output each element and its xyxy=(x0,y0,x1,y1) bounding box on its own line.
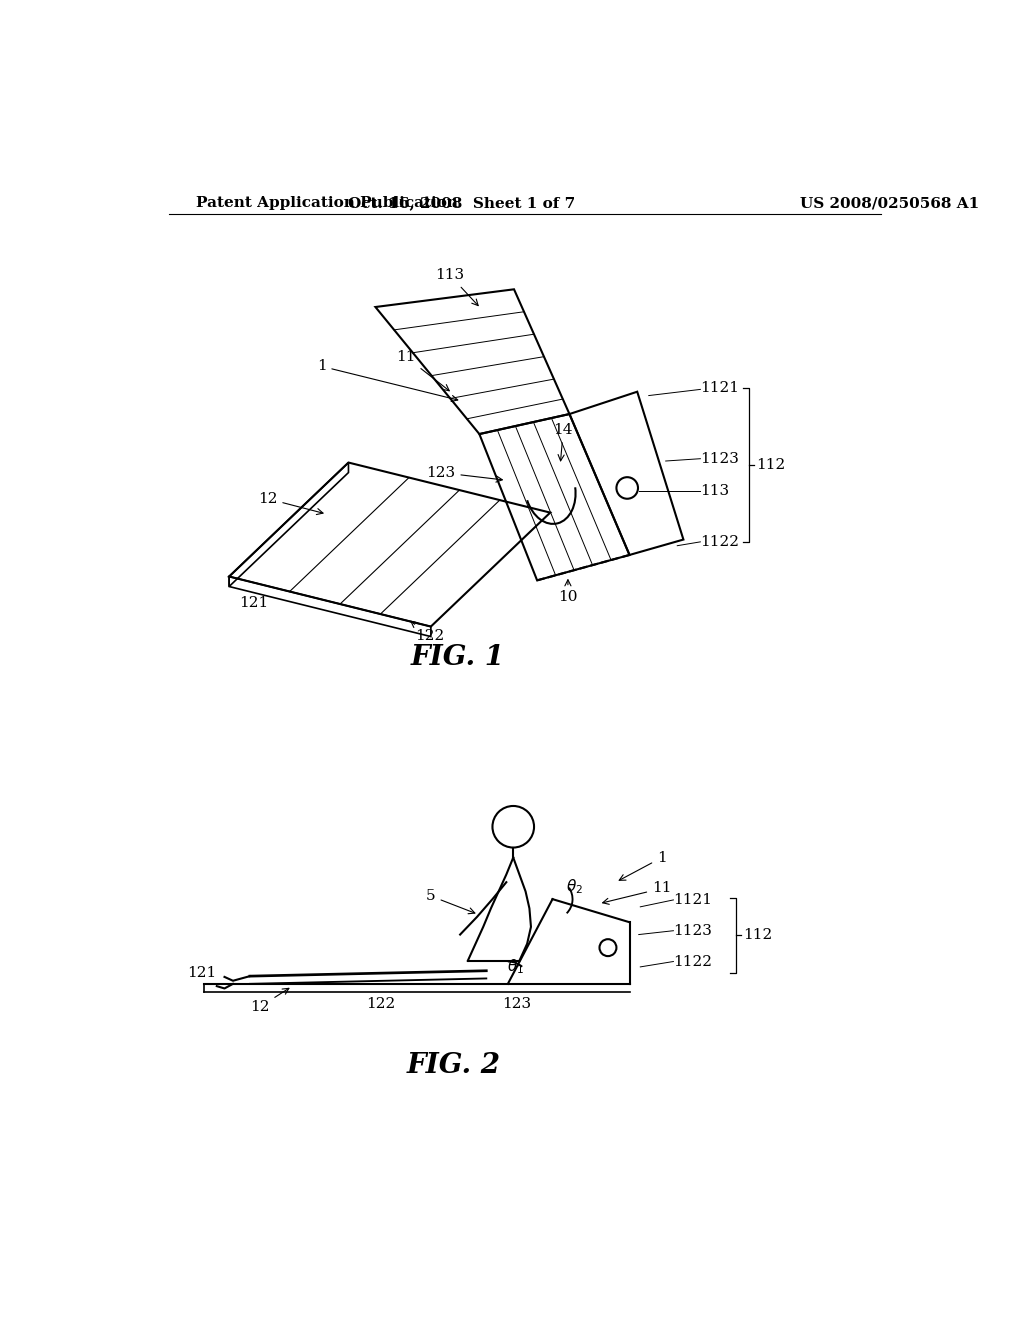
Text: 122: 122 xyxy=(367,997,395,1011)
Text: 113: 113 xyxy=(435,268,478,306)
Text: 12: 12 xyxy=(250,989,289,1014)
Text: 112: 112 xyxy=(757,458,785,471)
Text: 112: 112 xyxy=(743,928,773,942)
Text: 11: 11 xyxy=(396,350,450,391)
Text: Patent Application Publication: Patent Application Publication xyxy=(196,197,458,210)
Text: US 2008/0250568 A1: US 2008/0250568 A1 xyxy=(801,197,980,210)
Text: 113: 113 xyxy=(700,484,729,498)
Text: 10: 10 xyxy=(558,579,578,605)
Text: 1123: 1123 xyxy=(700,451,739,466)
Text: Oct. 16, 2008  Sheet 1 of 7: Oct. 16, 2008 Sheet 1 of 7 xyxy=(348,197,575,210)
Text: 122: 122 xyxy=(411,622,444,643)
Text: FIG. 1: FIG. 1 xyxy=(411,644,505,671)
Text: 1: 1 xyxy=(620,850,667,880)
Text: 123: 123 xyxy=(503,997,531,1011)
Text: 1121: 1121 xyxy=(674,892,713,907)
Text: FIG. 2: FIG. 2 xyxy=(407,1052,501,1078)
Text: 1121: 1121 xyxy=(700,381,739,395)
Text: 1123: 1123 xyxy=(674,924,713,937)
Text: 14: 14 xyxy=(554,424,573,461)
Text: 121: 121 xyxy=(240,597,268,610)
Text: $\theta_1$: $\theta_1$ xyxy=(507,957,524,977)
Text: 11: 11 xyxy=(603,882,672,904)
Text: $\theta_2$: $\theta_2$ xyxy=(565,878,583,896)
Text: 5: 5 xyxy=(426,890,475,913)
Text: 1122: 1122 xyxy=(674,954,713,969)
Text: 123: 123 xyxy=(426,466,503,482)
Text: 1122: 1122 xyxy=(700,535,739,549)
Text: 121: 121 xyxy=(187,966,217,979)
Text: 12: 12 xyxy=(258,492,323,515)
Text: 1: 1 xyxy=(316,359,458,401)
